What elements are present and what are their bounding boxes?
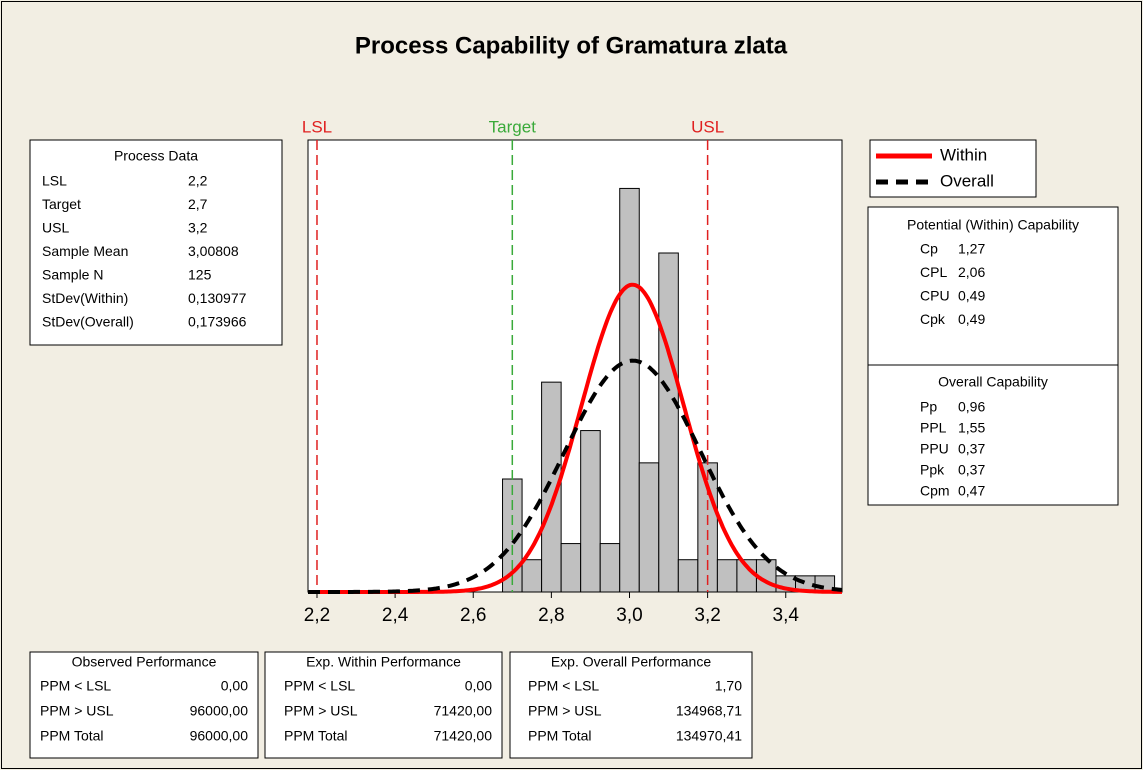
- legend-label: Within: [940, 145, 987, 164]
- table-title: Potential (Within) Capability: [907, 217, 1079, 233]
- row-value: 3,00808: [188, 243, 239, 259]
- row-value: 125: [188, 267, 212, 283]
- bar: [677, 559, 699, 593]
- table-box: [867, 364, 1119, 506]
- row-label: CPU: [920, 288, 950, 304]
- bar: [560, 543, 582, 593]
- row-label: LSL: [42, 173, 67, 189]
- x-tick-label: 3,4: [773, 605, 800, 626]
- row-label: Sample Mean: [42, 243, 128, 259]
- row-value: 2,2: [188, 173, 208, 189]
- bar: [580, 430, 601, 593]
- row-value: 1,27: [958, 241, 985, 257]
- row-label: Cp: [920, 241, 938, 257]
- spec-label: USL: [691, 117, 724, 136]
- bar: [638, 462, 660, 593]
- table-title: Exp. Within Performance: [306, 654, 461, 670]
- row-label: PPM > USL: [528, 703, 602, 719]
- fit-curve: [308, 358, 843, 594]
- row-label: StDev(Within): [42, 290, 128, 306]
- table-box: [509, 651, 753, 759]
- row-value: 134968,71: [676, 703, 742, 719]
- row-value: 0,37: [958, 462, 985, 478]
- spec-label: LSL: [302, 117, 332, 136]
- spec-label: Target: [489, 117, 537, 136]
- x-tick-label: 2,2: [304, 605, 330, 626]
- row-value: 1,55: [958, 420, 985, 436]
- row-label: Ppk: [920, 462, 945, 478]
- table-title: Exp. Overall Performance: [551, 654, 711, 670]
- row-label: Cpk: [920, 311, 946, 327]
- row-value: 1,70: [715, 678, 742, 694]
- row-label: PPM < LSL: [528, 678, 599, 694]
- bar: [619, 187, 640, 593]
- row-value: 134970,41: [676, 728, 742, 744]
- row-value: 2,06: [958, 264, 985, 280]
- x-tick-label: 2,4: [382, 605, 409, 626]
- row-value: 96000,00: [190, 728, 249, 744]
- row-value: 2,7: [188, 196, 208, 212]
- row-label: PPM Total: [528, 728, 592, 744]
- row-label: PPU: [920, 441, 949, 457]
- row-value: 0,47: [958, 483, 985, 499]
- row-label: Pp: [920, 399, 937, 415]
- chart-title: Process Capability of Gramatura zlata: [355, 32, 788, 59]
- row-label: PPM > USL: [284, 703, 358, 719]
- plot-area: [307, 139, 843, 593]
- table-box: [29, 651, 259, 759]
- row-label: PPM > USL: [40, 703, 114, 719]
- bar: [658, 252, 679, 593]
- table-title: Process Data: [114, 148, 198, 164]
- legend-box: [869, 139, 1037, 198]
- table-box: [867, 206, 1119, 366]
- table-title: Overall Capability: [938, 374, 1048, 390]
- row-value: 96000,00: [190, 703, 249, 719]
- legend-label: Overall: [940, 171, 994, 190]
- x-tick-label: 3,0: [616, 605, 642, 626]
- row-value: 0,37: [958, 441, 985, 457]
- row-value: 0,00: [465, 678, 492, 694]
- row-value: 0,49: [958, 288, 985, 304]
- table-box: [29, 139, 283, 346]
- row-value: 71420,00: [434, 728, 493, 744]
- table-title: Observed Performance: [72, 654, 217, 670]
- row-value: 0,49: [958, 311, 985, 327]
- row-label: PPM Total: [40, 728, 104, 744]
- row-label: StDev(Overall): [42, 314, 134, 330]
- x-tick-label: 2,6: [460, 605, 486, 626]
- bar: [599, 543, 621, 593]
- row-value: 3,2: [188, 220, 208, 236]
- row-label: PPM Total: [284, 728, 348, 744]
- bar: [716, 559, 738, 593]
- row-label: PPL: [920, 420, 947, 436]
- row-value: 0,96: [958, 399, 985, 415]
- row-value: 0,130977: [188, 290, 247, 306]
- x-tick-label: 3,2: [694, 605, 720, 626]
- row-label: PPM < LSL: [40, 678, 111, 694]
- x-tick-label: 2,8: [538, 605, 564, 626]
- row-label: Cpm: [920, 483, 950, 499]
- row-label: CPL: [920, 264, 947, 280]
- bar: [521, 559, 543, 593]
- row-value: 0,00: [221, 678, 248, 694]
- row-label: Target: [42, 196, 81, 212]
- row-value: 0,173966: [188, 314, 247, 330]
- row-label: PPM < LSL: [284, 678, 355, 694]
- row-label: Sample N: [42, 267, 103, 283]
- table-box: [264, 651, 503, 759]
- row-label: USL: [42, 220, 69, 236]
- row-value: 71420,00: [434, 703, 493, 719]
